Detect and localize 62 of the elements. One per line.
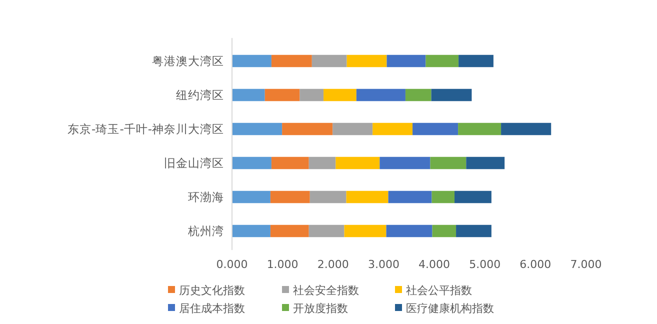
bar — [232, 224, 270, 238]
bar — [388, 190, 432, 204]
bar — [270, 190, 310, 204]
bar — [232, 54, 272, 68]
y-tick-label: 环渤海 — [188, 190, 224, 204]
bar — [232, 156, 272, 170]
bar — [432, 190, 455, 204]
bar — [312, 54, 347, 68]
legend-label: 开放度指数 — [293, 302, 348, 315]
bar — [308, 156, 336, 170]
bar — [271, 156, 309, 170]
bar — [458, 122, 502, 136]
bar — [466, 156, 505, 170]
y-tick-label: 旧金山湾区 — [164, 156, 224, 170]
legend-label: 社会安全指数 — [293, 284, 359, 297]
x-tick-label: 0.000 — [216, 258, 248, 271]
bar — [454, 190, 492, 204]
bar — [386, 54, 426, 68]
bar — [372, 122, 413, 136]
bar — [344, 224, 386, 238]
x-tick-label: 7.000 — [570, 258, 602, 271]
legend-label: 医疗健康机构指数 — [406, 302, 494, 315]
bar — [432, 224, 456, 238]
bar — [386, 224, 432, 238]
x-tick-label: 2.000 — [317, 258, 349, 271]
bar — [324, 88, 356, 102]
legend-label: 历史文化指数 — [179, 284, 245, 297]
legend-label: 社会公平指数 — [406, 284, 472, 297]
y-tick-label: 粤港澳大湾区 — [152, 54, 224, 68]
x-tick-label: 6.000 — [520, 258, 552, 271]
bar — [430, 156, 466, 170]
bar — [346, 190, 388, 204]
bar — [336, 156, 380, 170]
bar — [380, 156, 430, 170]
bar — [456, 224, 492, 238]
x-tick-label: 5.000 — [469, 258, 501, 271]
bar — [271, 54, 312, 68]
bar — [458, 54, 494, 68]
y-tick-label: 杭州湾 — [187, 224, 224, 238]
y-tick-label: 纽约湾区 — [176, 88, 224, 102]
x-tick-label: 1.000 — [266, 258, 298, 271]
bar — [332, 122, 373, 136]
legend-label: 居住成本指数 — [179, 302, 245, 315]
bar — [282, 122, 333, 136]
bar — [431, 88, 472, 102]
bar — [232, 88, 265, 102]
bar — [308, 224, 344, 238]
x-tick-label: 3.000 — [368, 258, 400, 271]
y-tick-label: 东京-琦玉-千叶-神奈川大湾区 — [68, 122, 224, 136]
bar — [346, 54, 387, 68]
bar — [501, 122, 552, 136]
bar — [264, 88, 300, 102]
bar — [310, 190, 346, 204]
bar — [232, 190, 270, 204]
bar — [270, 224, 309, 238]
bar — [412, 122, 458, 136]
bar — [405, 88, 432, 102]
x-tick-label: 4.000 — [418, 258, 450, 271]
bar — [232, 122, 282, 136]
bar — [300, 88, 324, 102]
bar — [356, 88, 406, 102]
bar — [426, 54, 459, 68]
